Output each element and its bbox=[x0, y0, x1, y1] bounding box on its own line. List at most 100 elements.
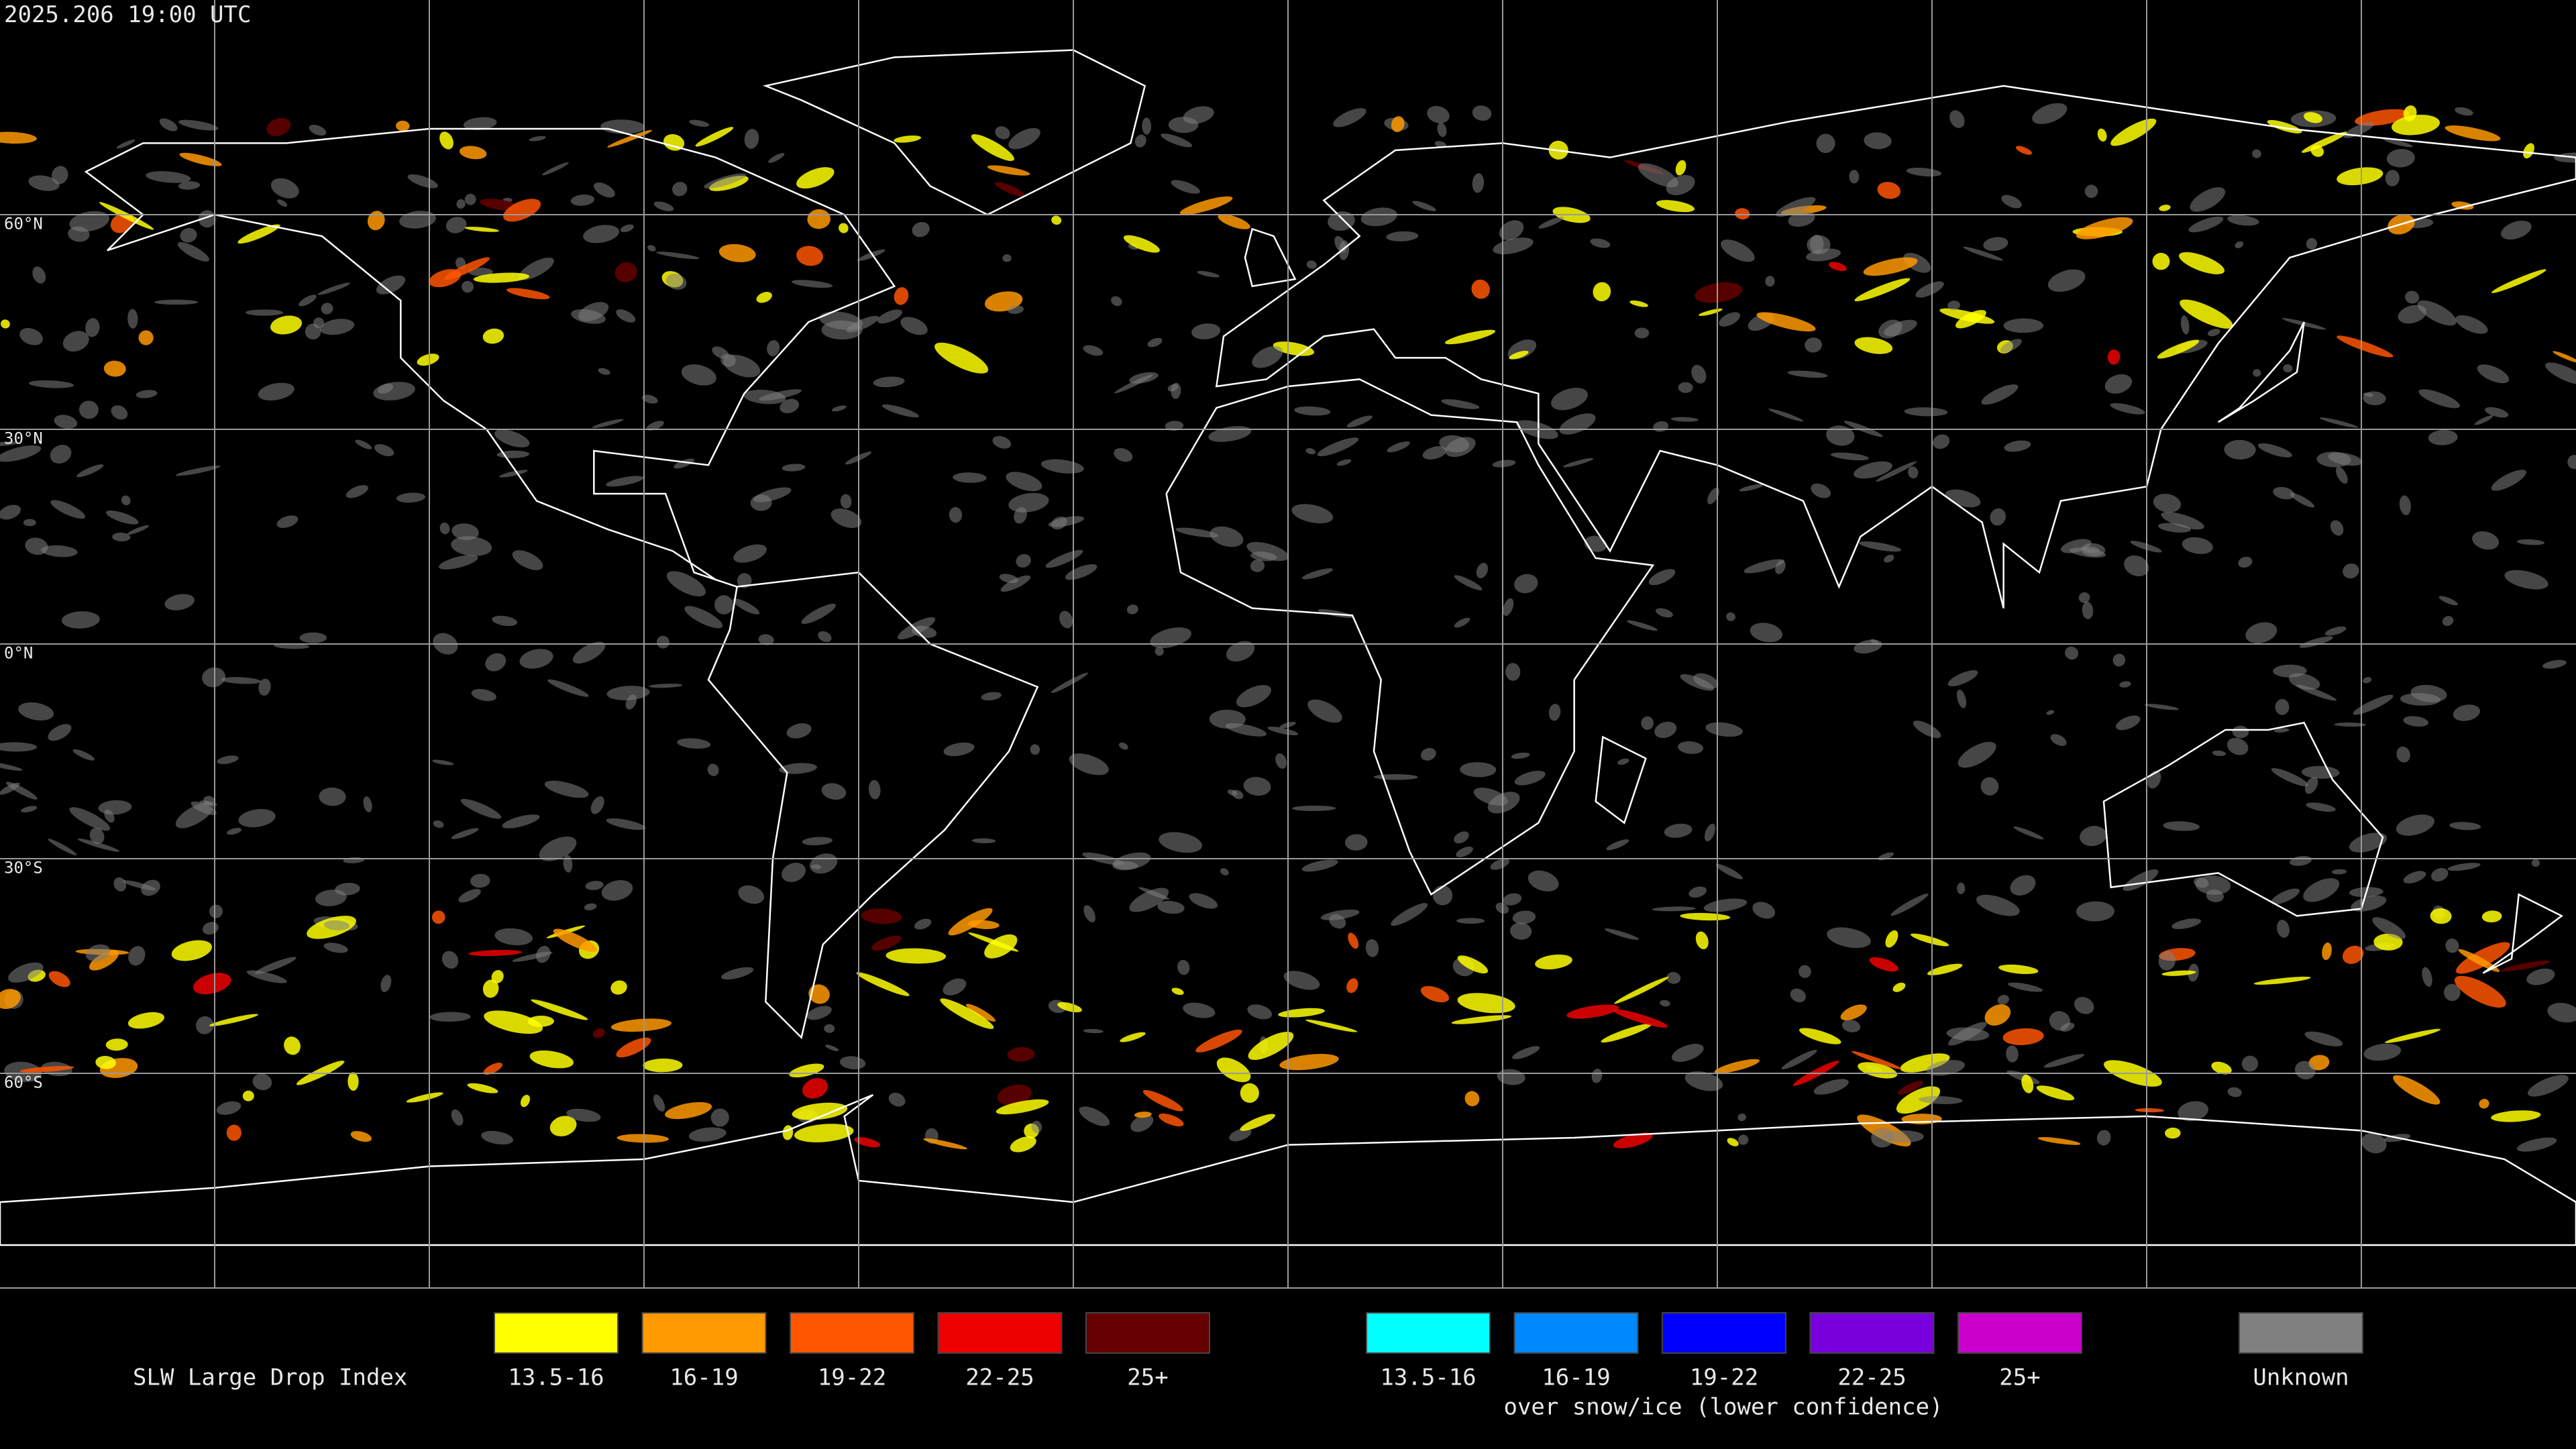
cloud-patch bbox=[1913, 720, 1941, 739]
coastline bbox=[2482, 893, 2564, 974]
cloud-patch bbox=[456, 199, 466, 209]
cloud-patch bbox=[62, 331, 89, 352]
cloud-patch bbox=[873, 376, 905, 388]
cloud-patch bbox=[707, 763, 719, 776]
cloud-patch bbox=[1957, 741, 1996, 768]
cloud-patch bbox=[877, 309, 902, 324]
cloud-patch bbox=[1179, 196, 1233, 215]
cloud-patch bbox=[1444, 329, 1496, 345]
cloud-patch bbox=[237, 224, 280, 244]
legend-swatch bbox=[1957, 1312, 2082, 1354]
cloud-patch bbox=[1684, 1071, 1723, 1091]
cloud-patch bbox=[2182, 537, 2213, 554]
cloud-patch bbox=[2065, 646, 2079, 660]
cloud-patch bbox=[2477, 364, 2510, 384]
cloud-patch bbox=[1538, 217, 1564, 229]
cloud-patch bbox=[1695, 282, 1743, 303]
cloud-patch bbox=[2227, 215, 2259, 226]
cloud-patch bbox=[1813, 1079, 1849, 1095]
cloud-patch bbox=[21, 806, 38, 813]
cloud-patch bbox=[592, 1028, 605, 1038]
cloud-patch bbox=[78, 400, 99, 419]
cloud-patch bbox=[1150, 627, 1191, 649]
cloud-patch bbox=[1216, 1057, 1251, 1083]
cloud-patch bbox=[468, 268, 493, 276]
cloud-patch bbox=[313, 317, 325, 329]
cloud-patch bbox=[1460, 762, 1497, 777]
cloud-patch bbox=[1171, 382, 1181, 399]
cloud-patch bbox=[1705, 722, 1743, 737]
cloud-patch bbox=[1236, 685, 1271, 708]
cloud-patch bbox=[2385, 170, 2400, 186]
cloud-patch bbox=[1183, 106, 1214, 124]
cloud-patch bbox=[48, 839, 77, 856]
cloud-patch bbox=[1727, 1138, 1739, 1146]
cloud-patch bbox=[1142, 1089, 1183, 1112]
cloud-patch bbox=[2238, 556, 2253, 568]
cloud-patch bbox=[1434, 141, 1447, 148]
cloud-patch bbox=[1291, 805, 1336, 812]
cloud-patch bbox=[2226, 737, 2249, 755]
cloud-patch bbox=[238, 808, 276, 828]
cloud-patch bbox=[335, 883, 360, 896]
cloud-patch bbox=[1283, 971, 1320, 990]
cloud-patch bbox=[616, 1134, 669, 1143]
cloud-patch bbox=[1490, 858, 1510, 870]
cloud-patch bbox=[1175, 527, 1219, 538]
cloud-patch bbox=[923, 1138, 967, 1150]
cloud-patch bbox=[792, 280, 833, 288]
cloud-patch bbox=[2334, 722, 2366, 727]
cloud-patch bbox=[2456, 942, 2510, 974]
cloud-patch bbox=[2273, 728, 2290, 733]
cloud-patch bbox=[127, 1012, 164, 1029]
cloud-patch bbox=[217, 755, 239, 765]
cloud-patch bbox=[854, 1137, 881, 1148]
cloud-patch bbox=[1799, 965, 1811, 978]
cloud-patch bbox=[2306, 237, 2318, 250]
latitude-label: 60°S bbox=[4, 1073, 43, 1092]
cloud-patch bbox=[154, 299, 199, 305]
cloud-patch bbox=[1707, 487, 1719, 504]
legend-label: 19-22 bbox=[1690, 1364, 1758, 1391]
cloud-patch bbox=[1007, 1046, 1035, 1062]
cloud-patch bbox=[258, 678, 271, 696]
coastline bbox=[2102, 721, 2384, 917]
cloud-patch bbox=[350, 1131, 372, 1142]
cloud-patch bbox=[1191, 323, 1221, 339]
cloud-patch bbox=[355, 439, 372, 449]
cloud-patch bbox=[2153, 494, 2182, 513]
cloud-patch bbox=[665, 273, 687, 290]
cloud-patch bbox=[1229, 1128, 1252, 1142]
cloud-patch bbox=[684, 606, 723, 629]
cloud-patch bbox=[737, 573, 752, 588]
cloud-patch bbox=[1896, 1086, 1941, 1114]
cloud-patch bbox=[1387, 441, 1410, 453]
cloud-patch bbox=[666, 571, 706, 597]
cloud-patch bbox=[583, 225, 619, 244]
cloud-patch bbox=[2212, 750, 2226, 756]
cloud-patch bbox=[193, 973, 231, 995]
cloud-patch bbox=[2343, 563, 2359, 579]
cloud-patch bbox=[1915, 281, 1944, 298]
cloud-patch bbox=[1998, 964, 2039, 974]
cloud-patch bbox=[246, 309, 284, 316]
cloud-patch bbox=[209, 1014, 258, 1026]
cloud-patch bbox=[1509, 922, 1532, 940]
cloud-patch bbox=[949, 506, 963, 523]
cloud-patch bbox=[242, 1090, 254, 1102]
cloud-patch bbox=[48, 724, 72, 741]
cloud-patch bbox=[894, 287, 909, 305]
cloud-patch bbox=[620, 224, 634, 233]
cloud-patch bbox=[2211, 1061, 2232, 1075]
cloud-patch bbox=[2253, 976, 2311, 985]
cloud-patch bbox=[1113, 861, 1138, 870]
cloud-patch bbox=[1210, 526, 1244, 547]
cloud-patch bbox=[444, 257, 490, 280]
cloud-patch bbox=[299, 294, 317, 307]
cloud-patch bbox=[2330, 520, 2344, 536]
cloud-patch bbox=[1333, 108, 1366, 127]
cloud-patch bbox=[485, 653, 506, 672]
cloud-patch bbox=[2115, 715, 2141, 731]
cloud-patch bbox=[912, 625, 937, 638]
cloud-patch bbox=[50, 445, 72, 464]
